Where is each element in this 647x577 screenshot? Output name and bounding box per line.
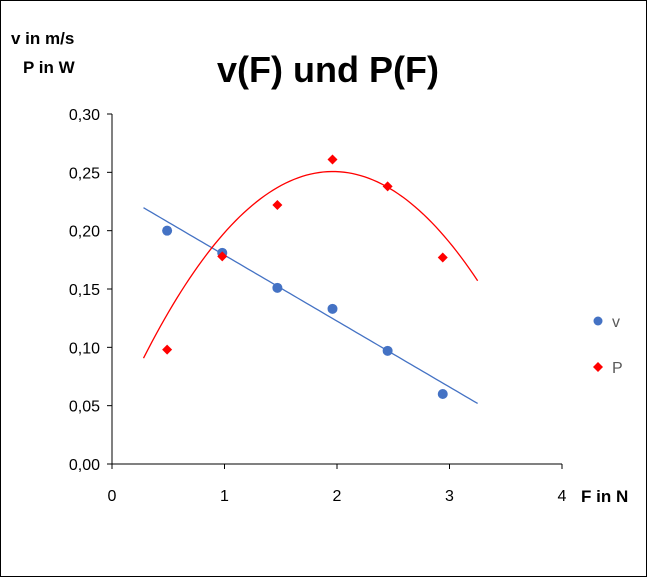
- data-point-P: [217, 251, 228, 262]
- y-tick-label: 0,20: [69, 224, 100, 241]
- x-tick-label: 1: [220, 488, 229, 505]
- y-tick-label: 0,25: [69, 165, 100, 182]
- data-point-v: [327, 303, 338, 314]
- data-point-v: [162, 225, 173, 236]
- data-point-P: [437, 252, 448, 263]
- x-tick-label: 2: [333, 488, 342, 505]
- x-axis-label: F in N: [581, 487, 628, 506]
- data-points: [162, 154, 448, 399]
- legend-marker-P: [593, 362, 603, 372]
- y-tick-label: 0,00: [69, 457, 100, 474]
- chart-title: v(F) und P(F): [217, 49, 439, 90]
- data-point-v: [272, 282, 283, 293]
- x-tick-label: 4: [558, 488, 567, 505]
- y-tick-label: 0,10: [69, 340, 100, 357]
- legend-label-v: v: [612, 314, 620, 331]
- legend-label-P: P: [612, 360, 623, 377]
- x-tick-label: 3: [445, 488, 454, 505]
- data-point-v: [382, 345, 393, 356]
- y-tick-label: 0,05: [69, 399, 100, 416]
- legend-marker-v: [593, 316, 603, 326]
- data-point-v: [437, 389, 448, 399]
- trendlines: [142, 170, 479, 405]
- data-point-P: [162, 344, 173, 355]
- y-axis-label-line-1: v in m/s: [11, 29, 74, 48]
- trendline-P: [142, 170, 479, 359]
- legend: vP: [593, 314, 623, 377]
- data-point-P: [382, 181, 393, 192]
- y-tick-label: 0,15: [69, 282, 100, 299]
- y-axis-label-line-2: P in W: [23, 58, 76, 77]
- data-point-P: [272, 200, 283, 210]
- data-point-P: [327, 154, 338, 165]
- x-tick-label: 0: [108, 488, 117, 505]
- trendline-v: [143, 207, 478, 405]
- y-tick-label: 0,30: [69, 107, 100, 124]
- axes: 0,00 0,05 0,10 0,15 0,20 0,25 0,30 0 1 2 3 4: [69, 107, 567, 505]
